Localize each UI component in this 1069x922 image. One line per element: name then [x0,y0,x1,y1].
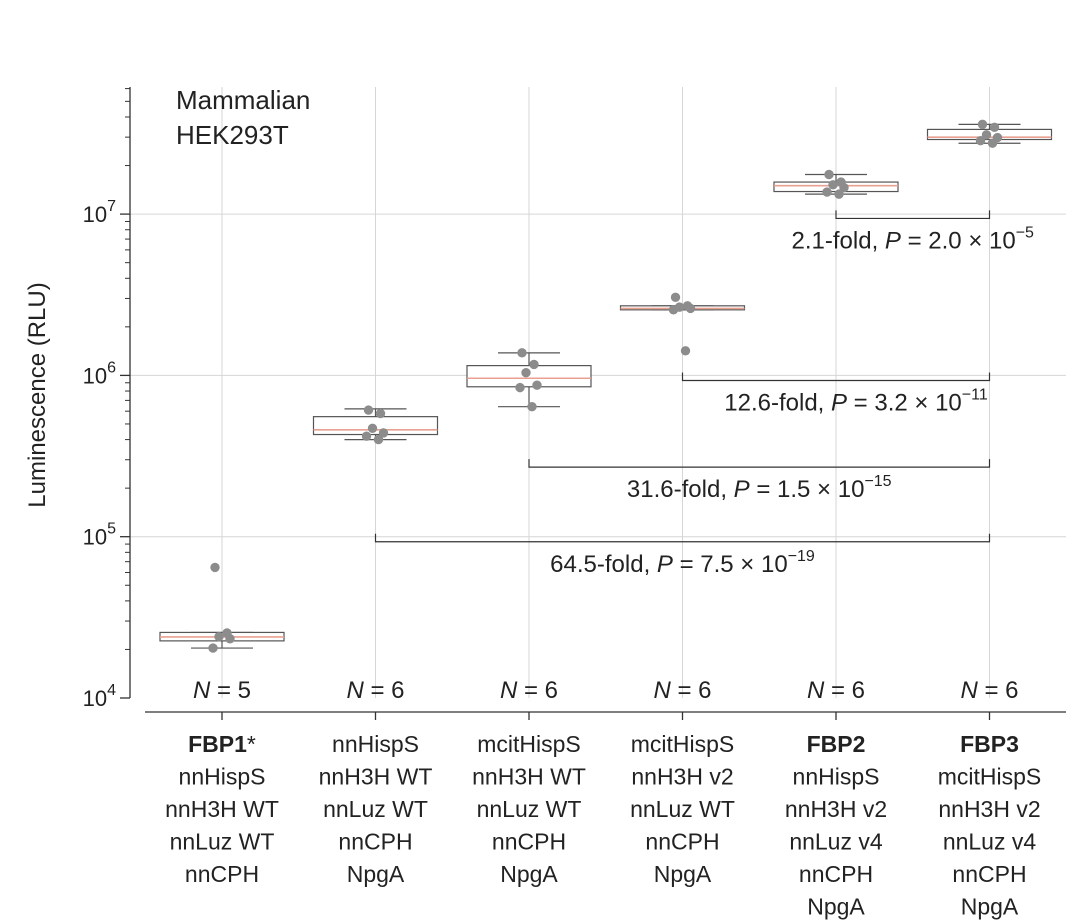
y-tick-label: 105 [83,521,116,550]
data-point [225,634,235,644]
data-point [521,367,531,378]
y-tick-label: 107 [83,198,116,227]
data-point [828,180,838,190]
data-point [210,562,220,573]
point-layer [208,119,1003,653]
data-point [363,405,374,415]
data-point [975,136,986,146]
data-point [515,382,525,393]
data-point [375,408,386,419]
comparison-label: 64.5-fold, P = 7.5 × 10−19 [550,548,815,578]
sample-size-label: N = 6 [960,677,1018,704]
axis-layer [120,87,1066,720]
text-layer: Mammalian HEK293T Luminescence (RLU) 104… [24,85,1041,920]
data-point [981,130,992,140]
data-point [373,434,384,445]
sample-size-label: N = 6 [500,677,558,704]
data-point [680,346,691,356]
category-label: FBP3 mcitHispS nnH3H v2 nnLuz v4 nnCPH NpgA [938,731,1042,920]
data-point [839,182,849,193]
sample-size-label: N = 6 [346,677,404,704]
data-point [367,423,378,433]
data-point [517,348,527,358]
category-label: FBP1* nnHispS nnH3H WT nnLuz WT nnCPH [165,731,279,887]
comparison-bracket [374,533,991,543]
data-point [822,187,832,197]
data-point [668,305,679,315]
y-axis-label: Luminescence (RLU) [24,282,51,507]
data-point [670,292,681,302]
bracket-line [374,533,991,543]
comparison-bracket [835,210,991,220]
y-tick-label: 104 [83,682,116,711]
box-group [312,408,439,441]
data-point [527,401,537,412]
category-label: FBP2 nnHispS nnH3H v2 nnLuz v4 nnCPH NpgA [785,731,887,920]
data-point [989,122,1000,133]
bracket-line [681,372,991,382]
sample-size-label: N = 6 [807,677,865,704]
data-point [834,189,844,199]
sample-size-label: N = 6 [653,677,711,704]
inset-text-line-1: Mammalian [176,85,310,115]
data-point [685,303,696,314]
grid-layer [130,87,1066,698]
data-point [378,428,389,438]
data-point [532,380,542,390]
y-tick-label: 106 [83,359,116,388]
data-point [529,359,539,370]
data-point [824,169,834,180]
comparison-label: 31.6-fold, P = 1.5 × 10−15 [627,473,892,503]
sample-size-label: N = 5 [193,677,251,704]
category-label: mcitHispS nnH3H WT nnLuz WT nnCPH NpgA [472,731,586,887]
inset-text-line-2: HEK293T [176,120,289,150]
data-point [361,431,372,441]
data-point [977,119,988,130]
data-point [208,643,218,653]
category-label: nnHispS nnH3H WT nnLuz WT nnCPH NpgA [319,731,433,887]
comparison-layer [374,210,991,543]
bracket-line [835,210,991,220]
comparison-bracket [528,459,991,468]
bracket-line [528,459,991,468]
data-point [987,138,998,148]
comparison-label: 12.6-fold, P = 3.2 × 10−11 [724,386,988,416]
data-point [214,631,224,642]
comparison-bracket [681,372,991,382]
box-group [466,352,592,408]
comparison-label: 2.1-fold, P = 2.0 × 10−5 [792,224,1035,254]
category-label: mcitHispS nnH3H v2 nnLuz WT nnCPH NpgA [630,731,735,887]
